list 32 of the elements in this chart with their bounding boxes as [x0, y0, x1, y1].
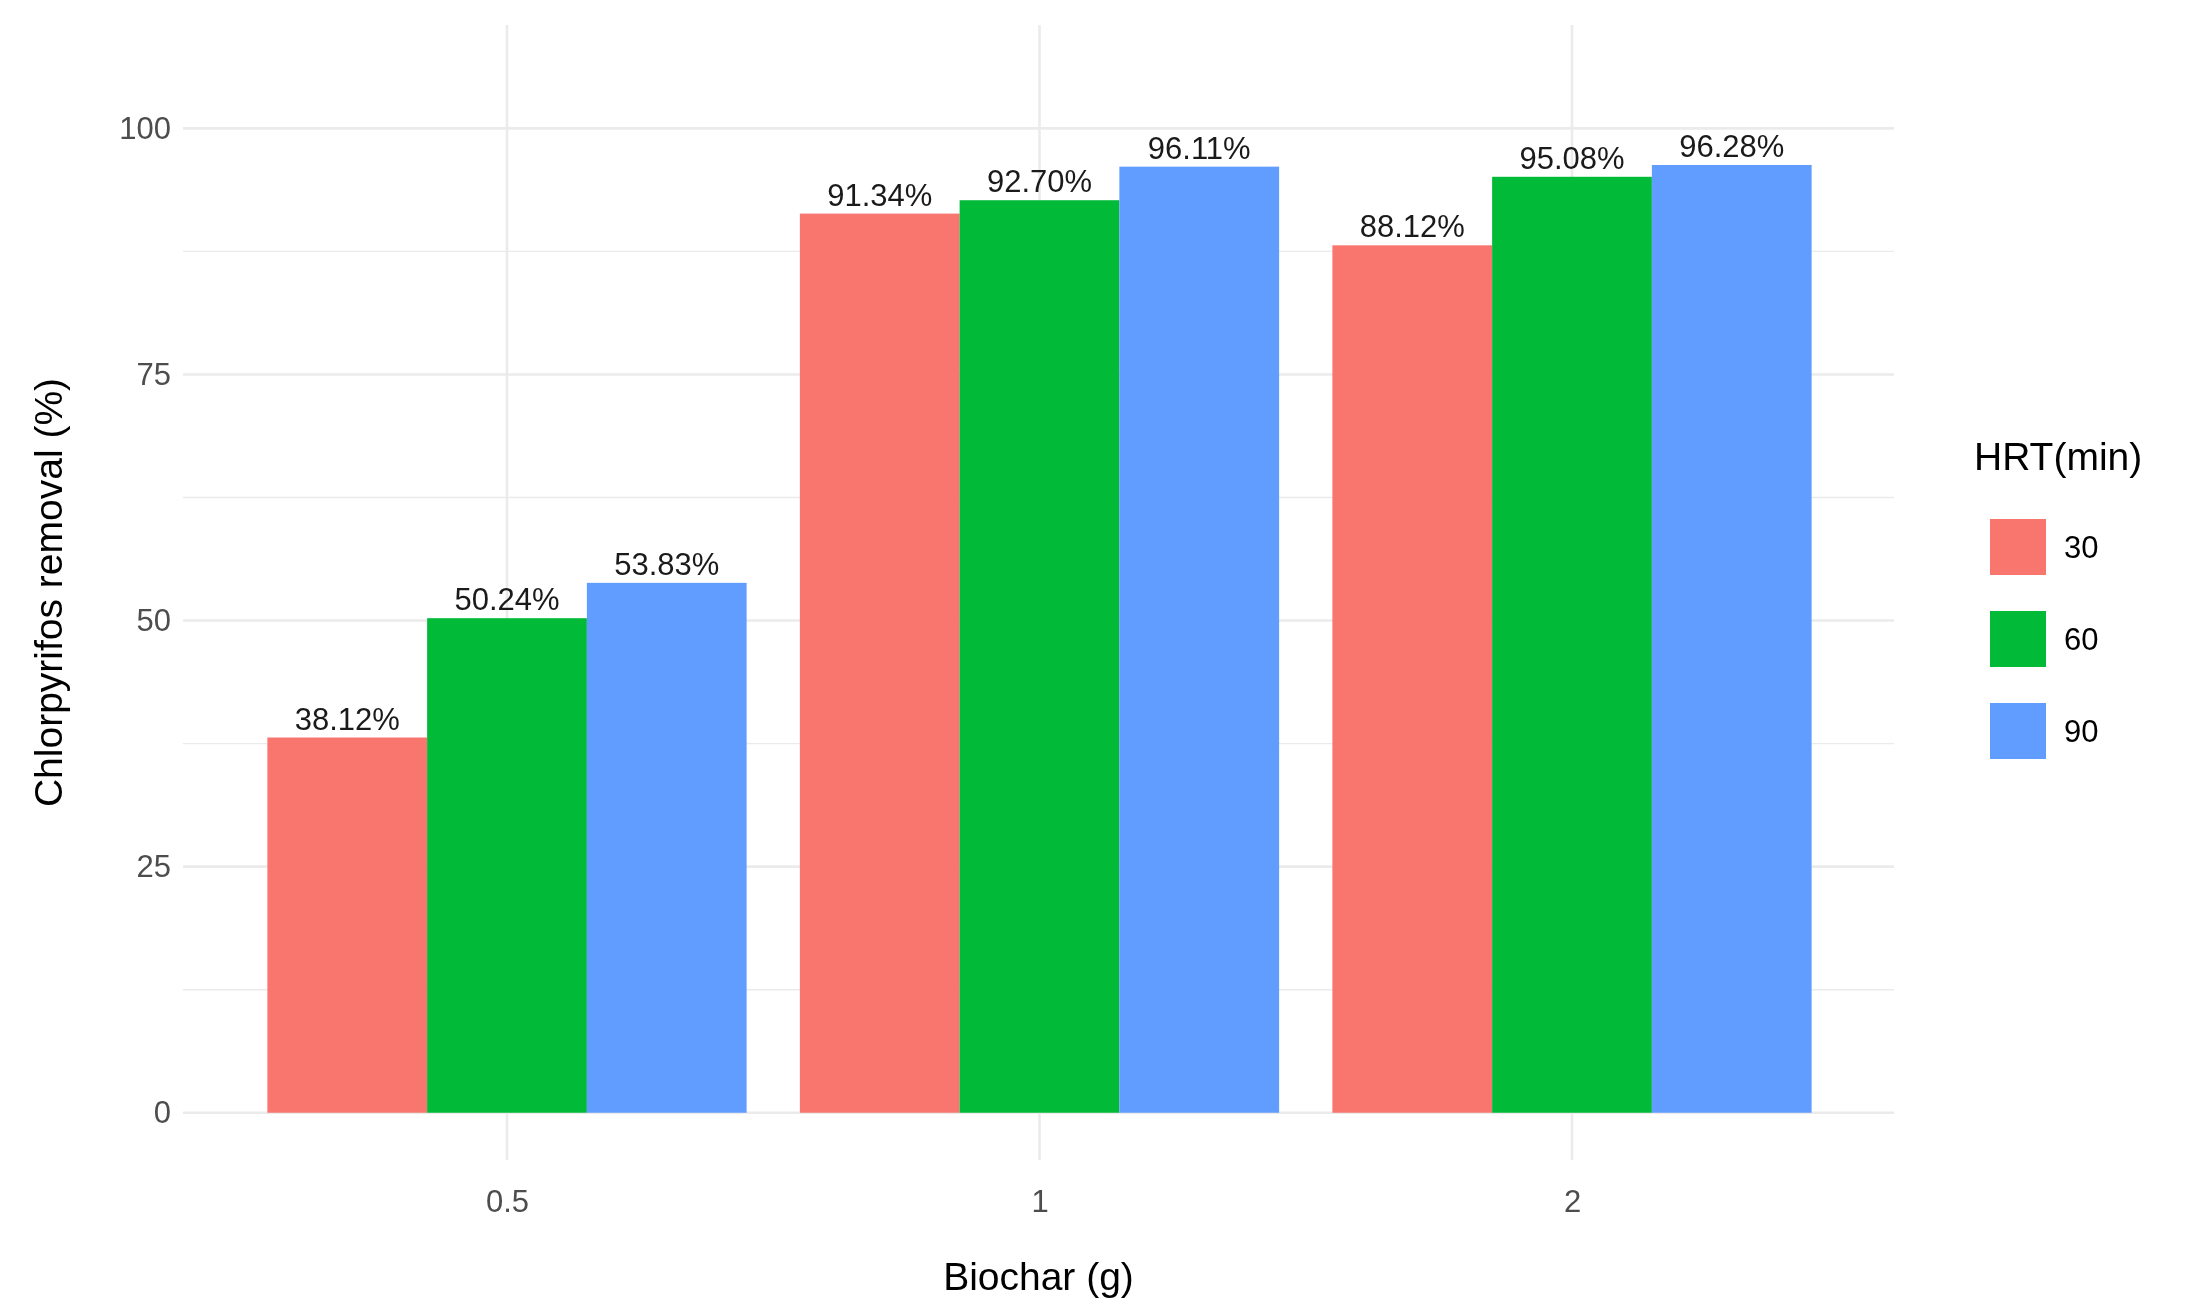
- data-label: 53.83%: [614, 546, 720, 582]
- data-label: 96.28%: [1679, 128, 1785, 164]
- x-tick-label: 0.5: [485, 1184, 530, 1220]
- legend-label: 60: [2064, 622, 2099, 657]
- data-label: 91.34%: [827, 177, 933, 213]
- bar: [1492, 176, 1652, 1113]
- y-tick-label: 75: [136, 356, 171, 392]
- bar: [586, 582, 747, 1113]
- y-tick-label: 25: [136, 849, 171, 885]
- bar: [267, 737, 428, 1113]
- bar: [959, 200, 1120, 1113]
- legend-label: 90: [2064, 714, 2099, 749]
- bar: [1651, 164, 1812, 1113]
- data-label: 96.11%: [1147, 130, 1251, 166]
- data-label: 50.24%: [454, 582, 560, 618]
- bar: [427, 618, 587, 1113]
- data-label: 92.70%: [986, 164, 1093, 200]
- legend-title: HRT(min): [1974, 435, 2143, 478]
- bar: [799, 213, 960, 1113]
- y-tick-label: 0: [153, 1095, 171, 1131]
- x-tick-label: 2: [1563, 1184, 1582, 1220]
- data-label: 95.08%: [1519, 140, 1625, 176]
- y-tick-label: 100: [119, 110, 171, 146]
- data-label: 88.12%: [1359, 209, 1465, 245]
- x-axis-title: Biochar (g): [943, 1255, 1134, 1298]
- y-tick-label: 50: [136, 602, 171, 638]
- data-label: 38.12%: [294, 701, 400, 737]
- bar: [1332, 245, 1493, 1113]
- bar: [1119, 166, 1280, 1113]
- legend-label: 30: [2064, 530, 2099, 565]
- y-axis-title: Chlorpyrifos removal (%): [27, 377, 70, 808]
- x-tick-label: 1: [1031, 1184, 1049, 1220]
